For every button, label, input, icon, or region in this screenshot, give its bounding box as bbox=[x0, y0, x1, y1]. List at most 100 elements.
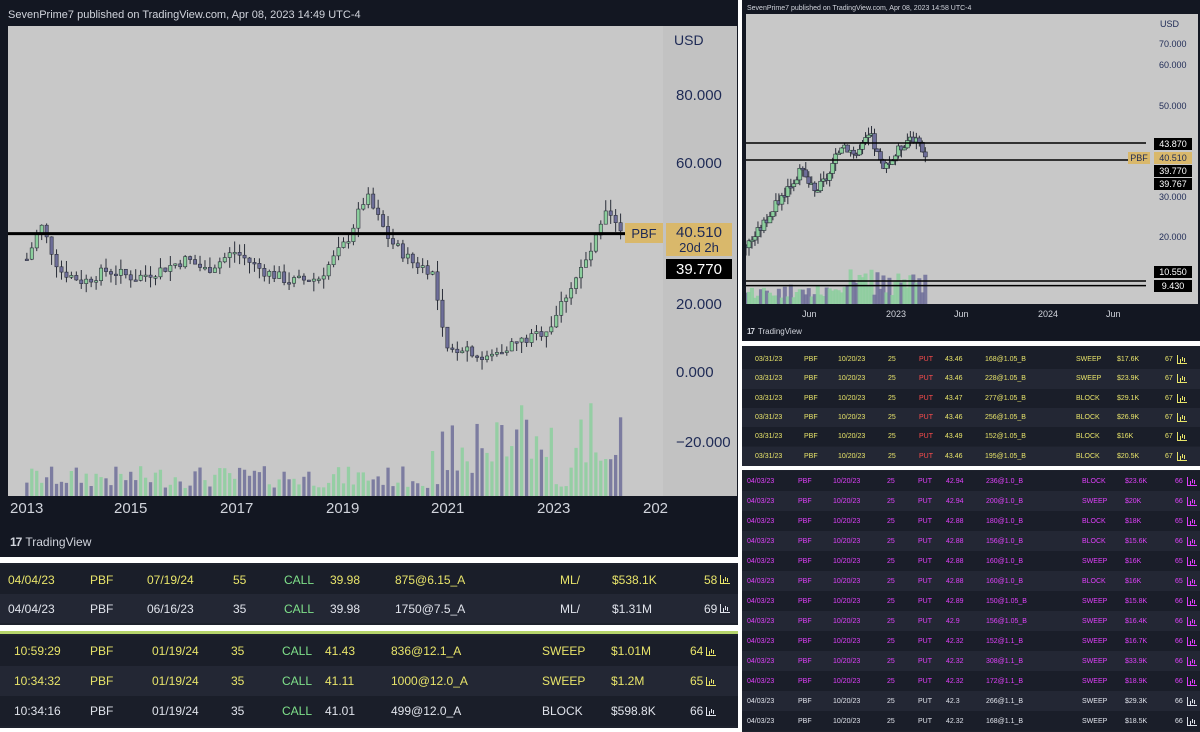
chart-bar-icon[interactable] bbox=[1177, 451, 1187, 461]
chart-bar-icon[interactable] bbox=[1187, 656, 1197, 666]
cell-prem: $20K bbox=[1125, 497, 1142, 505]
chart-bar-icon[interactable] bbox=[706, 646, 716, 656]
cell-strike: 25 bbox=[887, 597, 895, 605]
cell-sym: PBF bbox=[798, 477, 812, 485]
table-row[interactable]: 04/03/23 PBF 10/20/23 25 PUT 42.3 266@1.1_B SWE… bbox=[742, 691, 1200, 711]
volume-bar bbox=[785, 296, 790, 304]
cell-prem: $18.5K bbox=[1125, 717, 1148, 725]
chart-bar-icon[interactable] bbox=[720, 604, 730, 613]
volume-bar bbox=[59, 481, 64, 496]
cell-kind: BLOCK bbox=[1082, 577, 1106, 585]
table-row[interactable]: 04/03/23 PBF 10/20/23 25 PUT 42.32 152@1.1_B SW… bbox=[742, 631, 1200, 651]
table-row[interactable]: 04/03/23 PBF 10/20/23 25 PUT 42.88 156@1.0_B BL… bbox=[742, 531, 1200, 551]
main-plot-area[interactable]: USD 80.000 60.000 20.000 0.000 −20.000 P… bbox=[8, 26, 737, 496]
main-flow-table-top: 04/04/23 PBF 07/19/24 55 CALL 39.98 875@6.15_A… bbox=[0, 563, 738, 625]
volume-bar bbox=[148, 482, 153, 496]
chart-bar-icon[interactable] bbox=[720, 575, 730, 584]
table-row[interactable]: 10:59:29 PBF 01/19/24 35 CALL 41.43 836@12.1_A… bbox=[0, 636, 738, 666]
volume-bar bbox=[767, 292, 772, 304]
candle bbox=[554, 314, 559, 328]
side-plot-area[interactable]: USD 70.000 60.000 50.000 30.000 20.000 4… bbox=[746, 14, 1198, 304]
chart-bar-icon[interactable] bbox=[1177, 432, 1187, 442]
chart-bar-icon[interactable] bbox=[1177, 374, 1187, 384]
table-row[interactable]: 04/03/23 PBF 10/20/23 25 PUT 42.94 200@1.0_B SW… bbox=[742, 491, 1200, 511]
chart-bar-icon[interactable] bbox=[1187, 536, 1197, 546]
cell-score: 66 bbox=[1175, 677, 1183, 685]
table-row[interactable]: 04/03/23 PBF 10/20/23 25 PUT 42.32 168@1.1_B SW… bbox=[742, 711, 1200, 731]
main-candlestick-chart[interactable] bbox=[8, 26, 663, 496]
cell-kind: SWEEP bbox=[542, 674, 586, 688]
chart-bar-icon[interactable] bbox=[1187, 496, 1197, 506]
main-y-tick: 60.000 bbox=[676, 155, 722, 172]
cell-kind: ML/ bbox=[560, 572, 581, 587]
table-row[interactable]: 03/31/23 PBF 10/20/23 25 PUT 43.46 256@1.05_B B… bbox=[742, 407, 1200, 428]
cell-kind: BLOCK bbox=[1076, 433, 1100, 441]
chart-bar-icon[interactable] bbox=[1187, 516, 1197, 526]
volume-bar bbox=[917, 278, 922, 304]
table-row[interactable]: 04/03/23 PBF 10/20/23 25 PUT 42.88 180@1.0_B BL… bbox=[742, 511, 1200, 531]
main-x-tick: 2013 bbox=[10, 500, 44, 517]
candle bbox=[89, 278, 94, 283]
chart-bar-icon[interactable] bbox=[1177, 355, 1187, 365]
chart-bar-icon[interactable] bbox=[1187, 556, 1197, 566]
table-row[interactable]: 03/31/23 PBF 10/20/23 25 PUT 43.46 168@1.05_B S… bbox=[742, 350, 1200, 370]
chart-bar-icon[interactable] bbox=[1187, 636, 1197, 646]
table-row[interactable]: 04/03/23 PBF 10/20/23 25 PUT 42.94 236@1.0_B BL… bbox=[742, 471, 1200, 491]
cell-strike: 25 bbox=[888, 452, 896, 460]
cell-type: PUT bbox=[918, 637, 932, 645]
chart-bar-icon[interactable] bbox=[1187, 696, 1197, 706]
candle bbox=[833, 153, 838, 164]
candle bbox=[237, 252, 242, 256]
cell-exp: 10/20/23 bbox=[833, 637, 861, 645]
table-row[interactable]: 04/03/23 PBF 10/20/23 25 PUT 42.88 160@1.0_B BL… bbox=[742, 571, 1200, 591]
volume-bar bbox=[450, 425, 455, 496]
volume-bar bbox=[800, 289, 805, 304]
chart-bar-icon[interactable] bbox=[1187, 616, 1197, 626]
cell-strike: 25 bbox=[887, 677, 895, 685]
cell-exp: 10/20/23 bbox=[833, 697, 861, 705]
table-row[interactable]: 04/03/23 PBF 10/20/23 25 PUT 42.9 156@1.05_B SW… bbox=[742, 611, 1200, 631]
table-row[interactable]: 03/31/23 PBF 10/20/23 25 PUT 43.49 152@1.05_B B… bbox=[742, 427, 1200, 447]
chart-bar-icon[interactable] bbox=[1187, 576, 1197, 586]
chart-bar-icon[interactable] bbox=[706, 676, 716, 686]
cell-date: 04/03/23 bbox=[747, 577, 775, 585]
side-tradingview-logo[interactable]: 17 TradingView bbox=[747, 327, 802, 336]
chart-bar-icon[interactable] bbox=[1187, 476, 1197, 486]
cell-strike: 25 bbox=[887, 617, 895, 625]
cell-detail: 150@1.05_B bbox=[986, 597, 1027, 605]
cell-sym: PBF bbox=[798, 497, 812, 505]
volume-bar bbox=[579, 419, 583, 496]
cell-score: 66 bbox=[1175, 497, 1183, 505]
cell-prem: $16.7K bbox=[1125, 637, 1148, 645]
table-row[interactable]: 04/03/23 PBF 10/20/23 25 PUT 42.88 160@1.0_B SW… bbox=[742, 551, 1200, 571]
table-row[interactable]: 04/03/23 PBF 10/20/23 25 PUT 42.89 150@1.05_B S… bbox=[742, 591, 1200, 611]
cell-spot: 41.11 bbox=[325, 674, 355, 688]
table-row[interactable]: 03/31/23 PBF 10/20/23 25 PUT 43.46 228@1.05_B S… bbox=[742, 369, 1200, 389]
table-row[interactable]: 03/31/23 PBF 10/20/23 25 PUT 43.46 195@1.05_B B… bbox=[742, 446, 1200, 466]
chart-bar-icon[interactable] bbox=[1187, 596, 1197, 606]
cell-detail: 228@1.05_B bbox=[985, 375, 1026, 383]
main-tradingview-logo[interactable]: 17 TradingView bbox=[10, 535, 91, 549]
chart-bar-icon[interactable] bbox=[1187, 716, 1197, 726]
volume-bar bbox=[124, 480, 128, 496]
chart-bar-icon[interactable] bbox=[1177, 413, 1187, 423]
chart-bar-icon[interactable] bbox=[1177, 393, 1187, 403]
cell-prem: $598.8K bbox=[611, 704, 656, 718]
chart-bar-icon[interactable] bbox=[706, 706, 716, 716]
cell-strike: 25 bbox=[887, 637, 895, 645]
table-row[interactable]: 03/31/23 PBF 10/20/23 25 PUT 43.47 277@1.05_B B… bbox=[742, 388, 1200, 408]
table-row[interactable]: 04/04/23 PBF 07/19/24 55 CALL 39.98 875@6.15_A… bbox=[0, 565, 738, 594]
cell-prem: $23.9K bbox=[1117, 375, 1140, 383]
candle bbox=[94, 280, 99, 283]
side-candlestick-chart[interactable] bbox=[746, 14, 1146, 304]
table-row[interactable]: 10:34:16 PBF 01/19/24 35 CALL 41.01 499@12.0_A… bbox=[0, 696, 738, 726]
table-row[interactable]: 10:34:32 PBF 01/19/24 35 CALL 41.11 1000@12.0_… bbox=[0, 666, 738, 696]
volume-bar bbox=[833, 289, 838, 304]
chart-bar-icon[interactable] bbox=[1187, 676, 1197, 686]
table-row[interactable]: 04/04/23 PBF 06/16/23 35 CALL 39.98 1750@7.5_A… bbox=[0, 594, 738, 623]
table-row[interactable]: 04/03/23 PBF 10/20/23 25 PUT 42.32 308@1.1_B SW… bbox=[742, 651, 1200, 671]
volume-bar bbox=[564, 486, 568, 496]
candle bbox=[791, 183, 797, 187]
table-row[interactable]: 04/03/23 PBF 10/20/23 25 PUT 42.32 172@1.1_B SW… bbox=[742, 671, 1200, 691]
volume-bar bbox=[758, 289, 763, 304]
